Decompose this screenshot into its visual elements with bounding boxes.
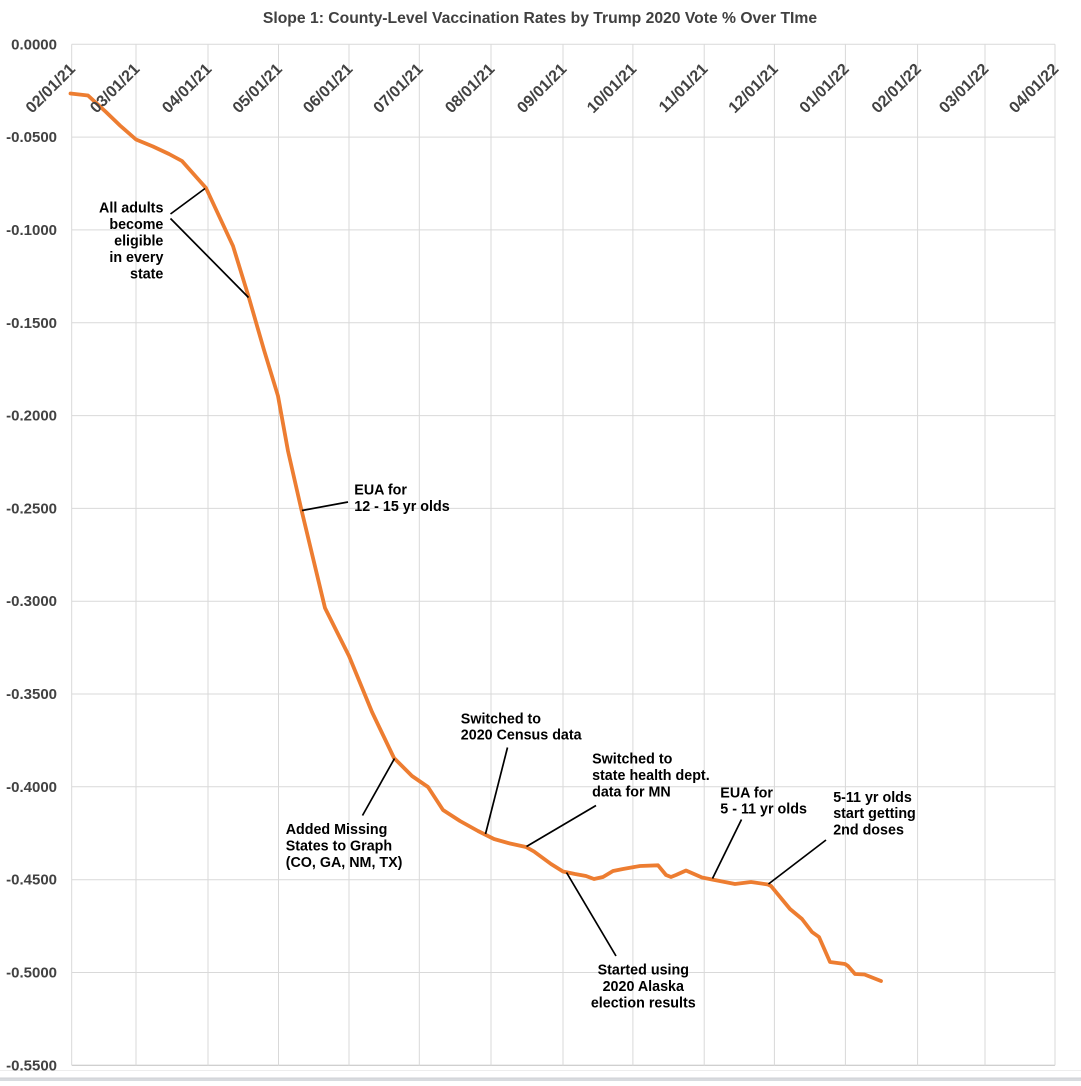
svg-text:-0.2500: -0.2500 (6, 500, 57, 517)
svg-text:-0.2000: -0.2000 (6, 408, 57, 425)
svg-text:-0.1500: -0.1500 (6, 315, 57, 332)
svg-text:-0.3000: -0.3000 (6, 593, 57, 610)
svg-text:-0.5500: -0.5500 (6, 1057, 57, 1074)
svg-text:-0.3500: -0.3500 (6, 686, 57, 703)
svg-text:-0.5000: -0.5000 (6, 965, 57, 982)
svg-text:-0.4500: -0.4500 (6, 872, 57, 889)
svg-text:Slope 1: County-Level Vaccinat: Slope 1: County-Level Vaccination Rates … (263, 10, 817, 27)
svg-text:-0.0500: -0.0500 (6, 129, 57, 146)
svg-text:-0.4000: -0.4000 (6, 779, 57, 796)
svg-text:-0.1000: -0.1000 (6, 222, 57, 239)
svg-text:0.0000: 0.0000 (11, 36, 57, 53)
